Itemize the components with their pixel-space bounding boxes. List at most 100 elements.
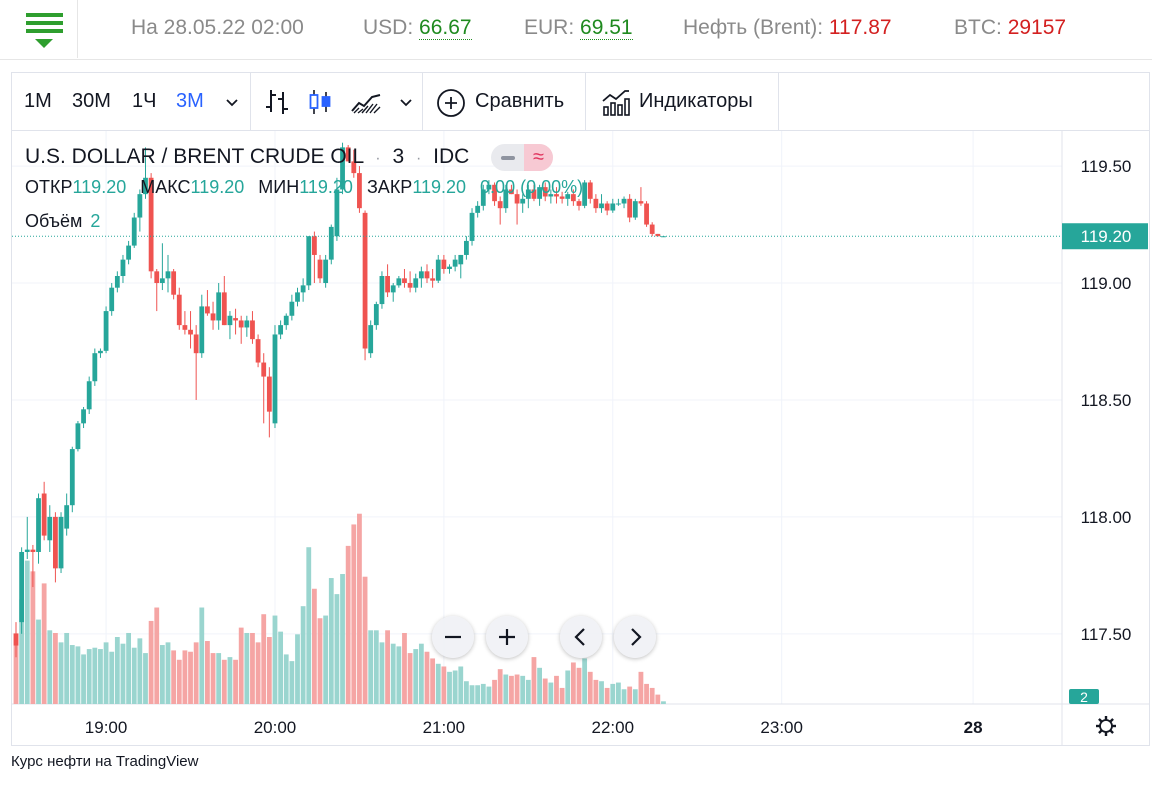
market-status-pill[interactable]: ≈ <box>491 144 553 171</box>
candle-body <box>576 201 582 206</box>
menu-icon <box>26 13 63 48</box>
volume-bar <box>103 642 109 704</box>
volume-bar <box>323 615 329 704</box>
candle-body <box>81 409 86 424</box>
chart-widget: 1M 30M 1Ч 3M Сравнить <box>11 72 1150 746</box>
last-volume-badge <box>1069 689 1099 704</box>
candle-body <box>644 203 649 225</box>
candle-body <box>447 266 452 269</box>
volume-bar <box>424 651 430 704</box>
timeframe-30m[interactable]: 30M <box>72 90 111 112</box>
candle-body <box>509 189 514 195</box>
candle-body <box>221 292 227 326</box>
volume-bar <box>570 662 576 704</box>
volume-bar <box>413 649 419 704</box>
volume-bar <box>227 657 233 704</box>
volume-bar <box>548 682 554 704</box>
volume-bar <box>430 658 436 704</box>
candle-body <box>255 339 261 363</box>
volume-bar <box>131 647 137 704</box>
candle-body <box>458 254 464 265</box>
volume-bar <box>390 643 396 704</box>
candle-body <box>407 283 413 288</box>
chevron-down-icon[interactable] <box>398 95 414 111</box>
candle-body <box>261 362 267 377</box>
volume-bar <box>272 615 278 704</box>
volume-bar <box>632 689 638 704</box>
volume-bar <box>464 681 469 704</box>
toolbar-divider <box>422 73 423 131</box>
scroll-right-button[interactable] <box>614 616 656 658</box>
volume-bar <box>221 659 227 704</box>
menu-button[interactable] <box>12 0 78 58</box>
low-value: 119.20 <box>299 177 353 197</box>
volume-bar <box>492 679 497 704</box>
candle-body <box>565 194 571 199</box>
candle-body <box>362 212 368 349</box>
candle-body <box>30 549 36 552</box>
compare-button[interactable]: Сравнить <box>436 87 586 119</box>
candle-body <box>486 184 492 190</box>
volume-bar <box>599 681 604 704</box>
candle-body <box>289 301 295 316</box>
ticker-usd[interactable]: USD: 66.67 <box>363 16 472 40</box>
symbol-legend[interactable]: U.S. DOLLAR / BRENT CRUDE OIL · 3 · IDC <box>25 145 469 169</box>
footer-attribution[interactable]: Курс нефти на TradingView <box>11 753 199 770</box>
candle-body <box>379 276 385 305</box>
timeframe-1h[interactable]: 1Ч <box>132 90 157 112</box>
gear-icon[interactable] <box>1096 716 1116 736</box>
zoom-out-button[interactable] <box>432 616 474 658</box>
ticker-brent[interactable]: Нефть (Brent): 117.87 <box>683 16 892 40</box>
volume-bar <box>266 637 272 704</box>
indicators-button[interactable]: Индикаторы <box>601 87 771 119</box>
volume-bar <box>233 659 238 704</box>
candle-body <box>165 271 171 279</box>
area-chart-icon[interactable] <box>350 87 382 117</box>
candle-body <box>531 189 537 199</box>
price-tick-label: 118.50 <box>1081 391 1132 410</box>
volume-legend[interactable]: Объём 2 <box>25 211 100 232</box>
volume-bar <box>373 630 379 704</box>
volume-bar <box>441 666 447 704</box>
candle-body <box>300 285 306 293</box>
candle-body <box>238 320 244 328</box>
volume-bar <box>334 594 340 704</box>
volume-bar <box>475 685 481 704</box>
candle-body <box>36 498 41 552</box>
ticker-btc[interactable]: BTC: 29157 <box>954 16 1066 40</box>
gear-icon-tooth <box>1098 729 1103 734</box>
volume-bar <box>661 701 666 704</box>
volume-bar <box>295 634 300 704</box>
candles-icon[interactable] <box>308 87 332 117</box>
candle-body <box>114 276 120 288</box>
volume-bar <box>58 642 64 704</box>
zoom-in-button[interactable] <box>486 616 528 658</box>
candle-body <box>328 226 334 260</box>
candle-body <box>351 161 357 174</box>
volume-bar <box>497 669 503 704</box>
timeframe-3m[interactable]: 3M <box>176 90 204 112</box>
bar-chart-icon[interactable] <box>263 87 291 117</box>
candle-body <box>340 147 345 190</box>
volume-bar <box>385 630 390 704</box>
candle-body <box>233 318 238 321</box>
candle-body <box>244 320 250 328</box>
volume-bar <box>503 674 509 704</box>
volume-bar <box>193 642 199 704</box>
price-tick-label: 119.50 <box>1081 157 1132 176</box>
legend-separator: · <box>375 150 381 167</box>
candle-body <box>582 182 588 206</box>
ticker-eur[interactable]: EUR: 69.51 <box>524 16 633 40</box>
volume-bar <box>520 675 526 704</box>
scroll-left-button[interactable] <box>560 616 602 658</box>
candle-body <box>323 259 329 284</box>
chevron-down-icon[interactable] <box>224 95 240 111</box>
candle-body <box>103 311 109 351</box>
volume-bar <box>278 631 284 704</box>
volume-bar <box>13 632 19 704</box>
price-chart[interactable]: 119.50 119.00 118.50 118.00 117.50 119.20 2 19:… <box>12 131 1149 745</box>
ticker-date: На 28.05.22 02:00 <box>131 16 304 39</box>
candle-body <box>424 271 430 279</box>
timeframe-1m[interactable]: 1M <box>24 90 52 112</box>
volume-bar <box>81 654 86 704</box>
